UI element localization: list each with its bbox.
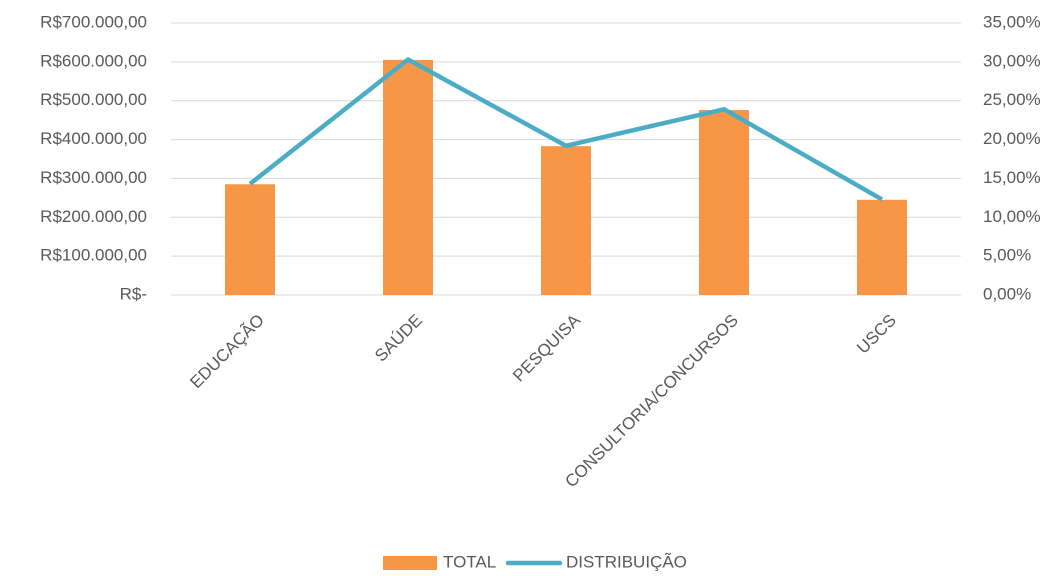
bar bbox=[699, 110, 749, 295]
legend-label: DISTRIBUIÇÃO bbox=[566, 552, 687, 571]
y-tick-label: R$300.000,00 bbox=[40, 168, 147, 187]
y2-tick-label: 20,00% bbox=[983, 129, 1041, 148]
y-tick-label: R$700.000,00 bbox=[40, 12, 147, 31]
x-tick-label: CONSULTORIA/CONCURSOS bbox=[561, 311, 742, 492]
y-tick-label: R$200.000,00 bbox=[40, 207, 147, 226]
y2-tick-label: 5,00% bbox=[983, 246, 1031, 265]
y-tick-label: R$100.000,00 bbox=[40, 246, 147, 265]
legend-label: TOTAL bbox=[443, 552, 496, 571]
y2-tick-label: 25,00% bbox=[983, 90, 1041, 109]
line bbox=[248, 57, 884, 202]
y-tick-label: R$500.000,00 bbox=[40, 90, 147, 109]
x-tick-label: PESQUISA bbox=[509, 310, 584, 385]
y2-tick-label: 30,00% bbox=[983, 51, 1041, 70]
x-tick-label: SAÚDE bbox=[371, 311, 426, 366]
legend-swatch bbox=[383, 556, 437, 570]
y2-tick-label: 0,00% bbox=[983, 284, 1031, 303]
y-tick-label: R$400.000,00 bbox=[40, 129, 147, 148]
y2-tick-label: 10,00% bbox=[983, 207, 1041, 226]
y-tick-label: R$- bbox=[120, 284, 147, 303]
x-tick-label: EDUCAÇÃO bbox=[186, 311, 268, 393]
bar bbox=[383, 59, 433, 295]
x-tick-label: USCS bbox=[853, 311, 900, 358]
y2-tick-label: 15,00% bbox=[983, 168, 1041, 187]
y2-tick-label: 35,00% bbox=[983, 12, 1041, 31]
bar bbox=[541, 146, 591, 295]
bar bbox=[225, 184, 275, 295]
y-tick-label: R$600.000,00 bbox=[40, 51, 147, 70]
bar bbox=[857, 199, 907, 295]
